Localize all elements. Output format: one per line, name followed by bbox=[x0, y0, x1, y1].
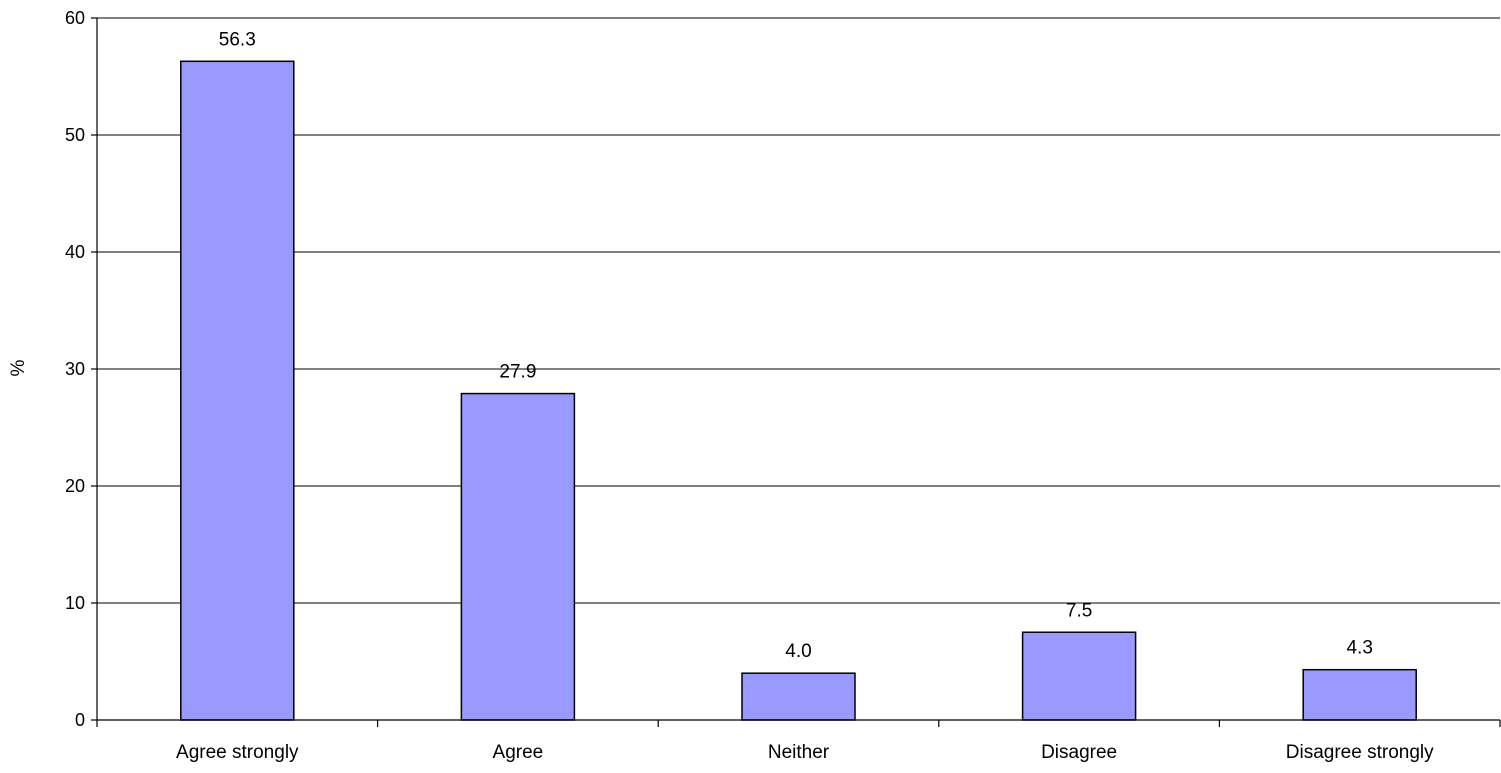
x-category-label: Agree bbox=[493, 742, 544, 763]
y-tick-label: 10 bbox=[65, 593, 85, 613]
bar-disagree bbox=[1021, 631, 1137, 721]
bar-agree bbox=[460, 392, 576, 721]
x-category-labels: Agree strongly Agree Neither Disagree Disagr… bbox=[176, 742, 1434, 763]
bar-disagree-strongly bbox=[1302, 668, 1417, 721]
y-tick-label: 50 bbox=[65, 125, 85, 145]
y-tick-label: 30 bbox=[65, 359, 85, 379]
bar-neither bbox=[741, 672, 856, 721]
bars bbox=[180, 60, 1417, 721]
y-tick-label: 0 bbox=[75, 710, 85, 730]
bar-value-label: 7.5 bbox=[1066, 600, 1092, 621]
y-tick-label: 60 bbox=[65, 8, 85, 28]
y-axis-title: % bbox=[8, 359, 29, 376]
x-category-label: Neither bbox=[768, 742, 830, 763]
data-labels: 56.3 27.9 4.0 7.5 4.3 bbox=[219, 29, 1373, 662]
bar-value-label: 56.3 bbox=[219, 29, 256, 50]
bar-value-label: 4.3 bbox=[1346, 638, 1372, 659]
bar-value-label: 27.9 bbox=[499, 362, 536, 383]
x-category-label: Disagree bbox=[1041, 742, 1117, 763]
x-category-label: Disagree strongly bbox=[1286, 742, 1434, 763]
y-tick-label: 20 bbox=[65, 476, 85, 496]
axes bbox=[91, 17, 1501, 727]
gridlines bbox=[97, 17, 1500, 604]
y-tick-labels: 0 10 20 30 40 50 60 bbox=[65, 8, 85, 730]
bar-agree-strongly bbox=[180, 60, 295, 721]
x-category-label: Agree strongly bbox=[176, 742, 299, 763]
y-tick-label: 40 bbox=[65, 242, 85, 262]
bar-value-label: 4.0 bbox=[785, 641, 811, 662]
